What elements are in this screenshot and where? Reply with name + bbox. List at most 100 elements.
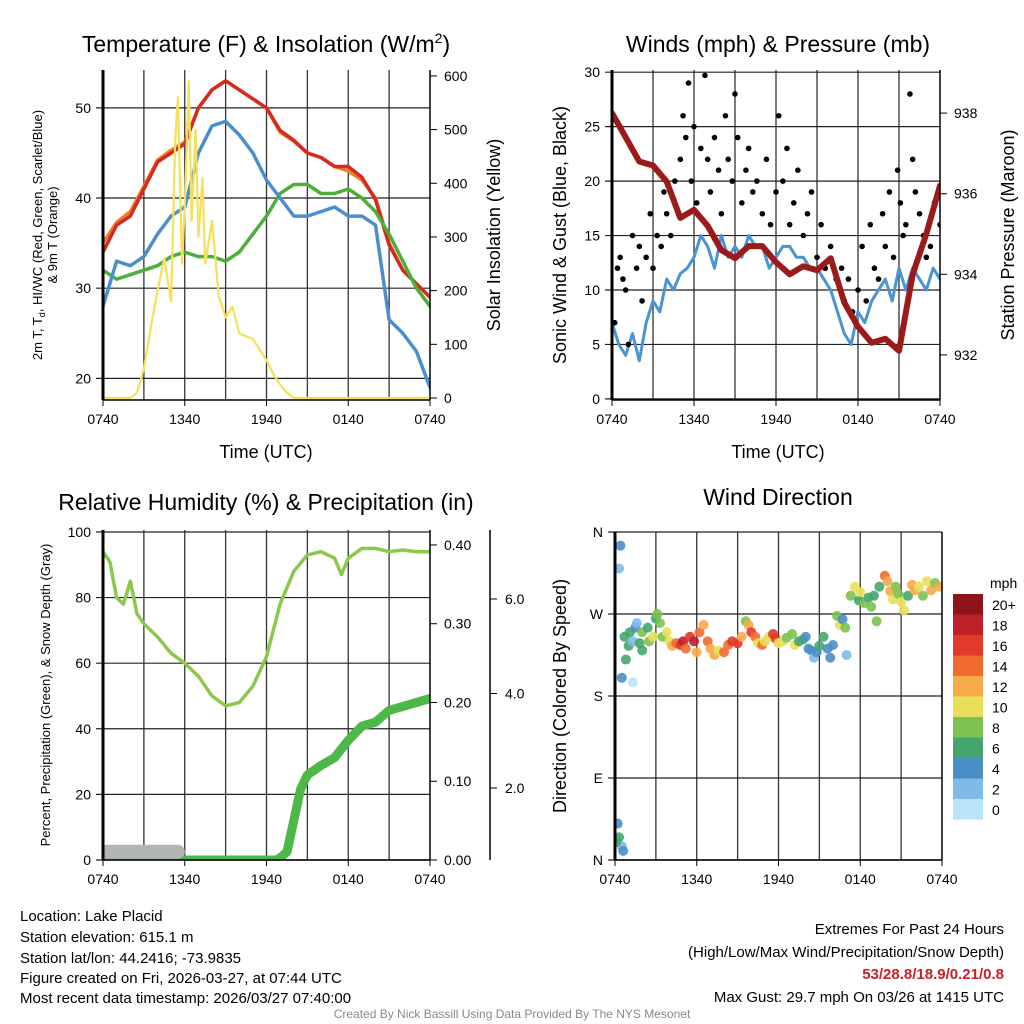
gust-point (722, 112, 729, 119)
gust-point (875, 276, 882, 282)
wind-direction-point (926, 585, 937, 596)
gust-point (711, 134, 718, 141)
gust-point (614, 265, 621, 272)
y-tick-label: 25 (584, 119, 600, 135)
gust-point (707, 189, 714, 195)
y3-tick-label: 6.0 (505, 591, 525, 607)
gust-point (639, 298, 645, 304)
gust-point (775, 112, 782, 119)
gust-point (927, 243, 934, 250)
legend-swatch (953, 655, 983, 676)
legend-swatch (953, 778, 983, 799)
legend-swatch (953, 594, 983, 615)
y2-tick-label: 934 (954, 266, 978, 282)
gust-point (739, 200, 745, 206)
legend-swatch (953, 717, 983, 738)
gust-point (688, 178, 695, 184)
gust-point (767, 221, 774, 228)
gust-point (763, 156, 770, 163)
gust-point (725, 156, 731, 163)
wind-direction-point (825, 652, 836, 663)
y-tick-label: 0 (83, 852, 91, 868)
y2-tick-label: 0.10 (444, 773, 471, 789)
gust-point (790, 200, 797, 206)
wind-direction-point (845, 590, 856, 601)
y-tick-label: 60 (75, 655, 91, 671)
y-tick-label: 15 (584, 228, 600, 244)
y2-tick-label: 200 (444, 283, 468, 299)
gust-point (808, 189, 815, 195)
gust-point (745, 145, 752, 152)
gust-point (827, 243, 834, 250)
gust-point (667, 232, 674, 239)
wind-direction-point (841, 650, 852, 660)
y2-tick-label: 600 (444, 68, 468, 84)
y-tick-label: 30 (584, 64, 600, 80)
y2-tick-label: 0.30 (444, 616, 471, 632)
y-tick-label: N (593, 852, 603, 868)
y-tick-label: 0 (592, 391, 600, 407)
gust-point (795, 167, 801, 173)
footer-created: Figure created on Fri, 2026-03-27, at 07… (20, 970, 342, 987)
gust-point (683, 134, 689, 141)
direction-panel-title: Wind Direction (703, 484, 853, 510)
gust-point (845, 276, 852, 282)
wind-direction-point (680, 643, 691, 654)
wind-direction-point (837, 614, 848, 625)
gust-point (654, 232, 660, 239)
wind-direction-point (866, 601, 877, 612)
relative-humidity-line (103, 546, 430, 708)
panel-2: 0 20 40 60 80 100 0740 1340 1940 0140 0740 0.00 0.10… (68, 524, 525, 887)
legend-label: 4 (992, 761, 1000, 777)
wind-direction-point (689, 636, 700, 647)
y2-tick-label: 300 (444, 229, 468, 245)
legend-label: 18 (992, 618, 1008, 634)
gust-point (900, 232, 906, 239)
wind-direction-point (828, 639, 838, 650)
station-pressure-line (612, 110, 940, 354)
y-tick-label: S (594, 688, 603, 704)
footer-latlon: Station lat/lon: 44.2416; -73.9835 (20, 950, 241, 967)
gust-point (661, 189, 667, 195)
extremes-values: 53/28.8/18.9/0.21/0.8 (862, 966, 1004, 983)
max-gust: Max Gust: 29.7 mph On 03/26 at 1415 UTC (714, 989, 1004, 1006)
plot-area (103, 79, 430, 400)
wind-direction-point (661, 627, 672, 638)
gust-point (773, 189, 779, 195)
gust-point (818, 221, 824, 228)
x-tick-label: 0740 (596, 411, 627, 427)
wind-direction-point (615, 540, 626, 551)
gust-point (702, 72, 708, 79)
legend-label: 2 (992, 782, 1000, 798)
gust-point (704, 156, 711, 163)
solar-insolation-line (103, 80, 430, 400)
footer-recent: Most recent data timestamp: 2026/03/27 0… (20, 990, 351, 1007)
y-tick-label: 20 (75, 786, 91, 802)
gust-point (650, 265, 656, 272)
legend-label: 8 (992, 720, 1000, 736)
wind-direction-point (648, 631, 659, 642)
wind-direction-point (736, 631, 747, 642)
gust-point (855, 287, 861, 293)
legend-label: 16 (992, 638, 1008, 654)
y2-tick-label: 0.40 (444, 537, 471, 553)
wind-direction-point (896, 597, 907, 608)
solar-y2-label: Solar Insolation (Yellow) (484, 139, 504, 331)
gust-point (894, 167, 901, 173)
gust-point (814, 254, 820, 261)
legend-label: 20+ (992, 597, 1016, 613)
direction-y-label: Direction (Colored By Speed) (550, 579, 570, 813)
y2-tick-label: 100 (444, 336, 468, 352)
footer-location: Location: Lake Placid (20, 908, 163, 925)
y-tick-label: 80 (75, 590, 91, 606)
wind-direction-point (719, 647, 729, 658)
gust-point (617, 254, 623, 261)
wind-direction-point (913, 581, 924, 592)
gust-point (838, 265, 845, 272)
y-tick-label: W (590, 606, 604, 622)
plot-area (103, 546, 430, 860)
y-tick-label: 40 (75, 721, 91, 737)
x-tick-label: 0140 (333, 411, 364, 427)
gust-point (871, 265, 878, 272)
gust-point (784, 145, 790, 152)
